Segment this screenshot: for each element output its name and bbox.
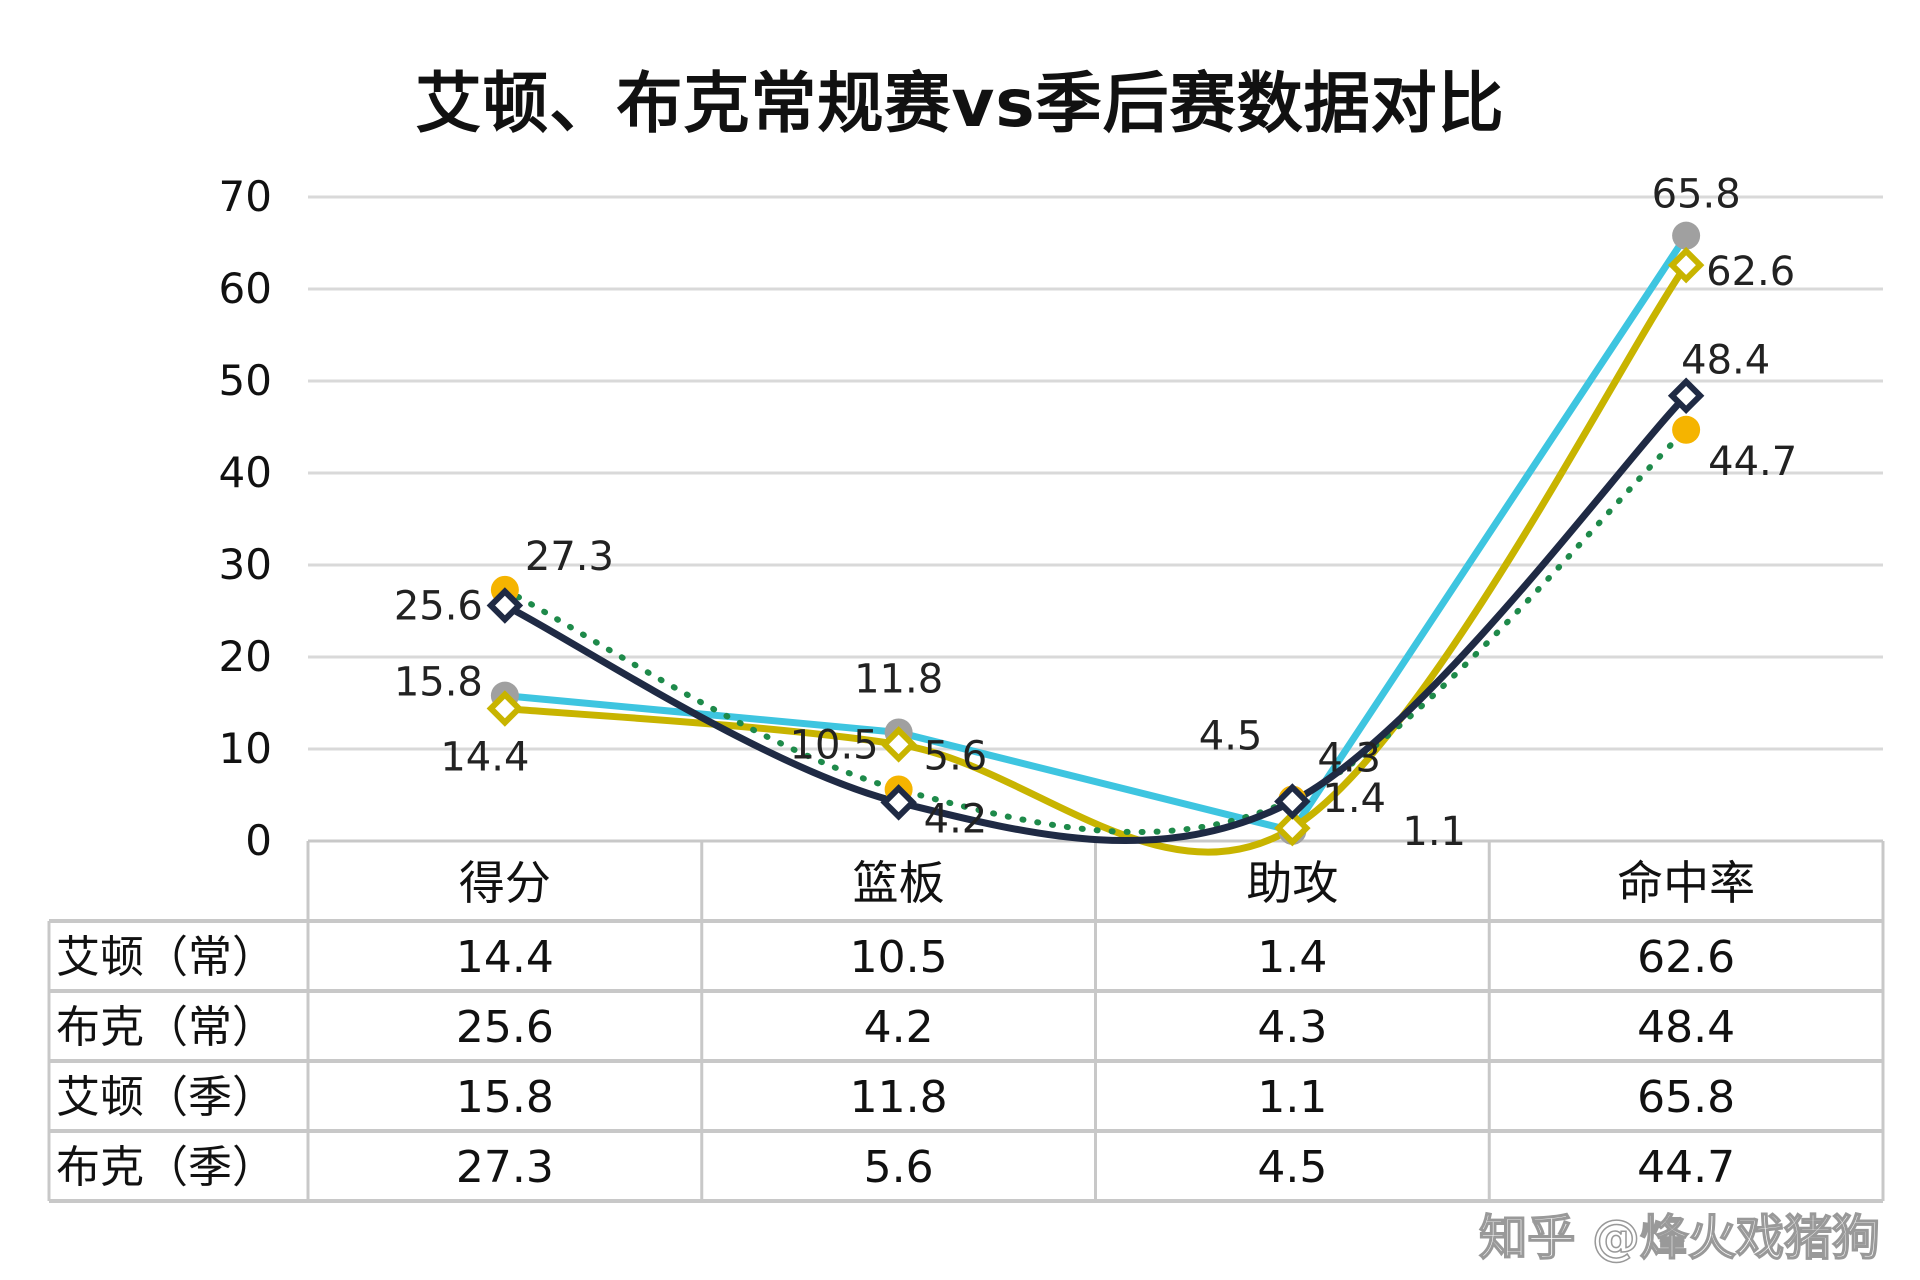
series-line — [501, 232, 1690, 835]
series-legend-label: 布克（季） — [56, 1142, 276, 1193]
data-label: 27.3 — [525, 534, 614, 580]
table-cell-value: 1.4 — [1257, 932, 1327, 983]
data-label: 48.4 — [1681, 338, 1770, 384]
table-cell-value: 44.7 — [1637, 1142, 1735, 1193]
data-label: 44.7 — [1708, 439, 1797, 485]
data-marker — [1274, 783, 1311, 820]
data-label: 1.1 — [1402, 809, 1466, 855]
data-marker — [1667, 246, 1705, 284]
series-legend-label: 艾顿（季） — [56, 1072, 276, 1123]
table-cell-value: 5.6 — [864, 1142, 934, 1193]
table-cell-value: 48.4 — [1637, 1002, 1735, 1053]
data-label: 4.3 — [1317, 735, 1381, 781]
data-marker — [486, 587, 524, 624]
table-cell-value: 4.5 — [1257, 1142, 1327, 1193]
series-line — [501, 392, 1690, 845]
category-label: 命中率 — [1617, 856, 1755, 910]
data-marker — [1672, 415, 1701, 444]
y-tick-label: 40 — [219, 448, 272, 497]
data-label: 14.4 — [440, 735, 529, 781]
data-marker — [880, 726, 917, 763]
y-tick-label: 70 — [219, 172, 272, 221]
table-cell-value: 4.2 — [864, 1002, 934, 1053]
y-tick-label: 50 — [219, 356, 272, 405]
data-label: 1.4 — [1322, 776, 1386, 822]
data-label: 62.6 — [1706, 249, 1795, 295]
data-marker — [1667, 377, 1705, 414]
data-label: 4.5 — [1199, 714, 1263, 760]
table-cell-value: 27.3 — [456, 1142, 554, 1193]
data-label: 5.6 — [924, 733, 988, 779]
table-cell-value: 65.8 — [1637, 1072, 1735, 1123]
watermark: 知乎 @烽火戏猪狗 — [1479, 1209, 1881, 1267]
series-legend-label: 布克（常） — [56, 1002, 276, 1053]
y-tick-label: 20 — [219, 632, 272, 681]
table-cell-value: 4.3 — [1257, 1002, 1327, 1053]
data-marker — [1274, 809, 1311, 847]
table-cell-value: 11.8 — [850, 1072, 948, 1123]
y-tick-label: 60 — [219, 264, 272, 313]
data-label: 10.5 — [790, 722, 879, 768]
data-label: 65.8 — [1652, 172, 1741, 218]
y-tick-label: 10 — [219, 724, 272, 773]
category-label: 篮板 — [853, 856, 945, 910]
category-label: 得分 — [459, 856, 551, 910]
table-cell-value: 25.6 — [456, 1002, 554, 1053]
category-label: 助攻 — [1246, 856, 1338, 910]
y-tick-label: 30 — [219, 540, 272, 589]
data-marker — [880, 784, 917, 821]
data-label: 4.2 — [924, 796, 988, 842]
table-cell-value: 62.6 — [1637, 932, 1735, 983]
data-marker — [1672, 221, 1701, 250]
series-line — [501, 426, 1690, 835]
chart-title: 艾顿、布克常规赛vs季后赛数据对比 — [415, 65, 1505, 142]
series-legend-label: 艾顿（常） — [56, 932, 276, 983]
series-line — [501, 261, 1690, 856]
table-cell-value: 14.4 — [456, 932, 554, 983]
table-cell-value: 10.5 — [850, 932, 948, 983]
y-tick-label: 0 — [245, 816, 272, 865]
data-marker — [486, 690, 524, 727]
data-label: 15.8 — [394, 660, 483, 706]
data-label: 11.8 — [854, 656, 943, 702]
table-cell-value: 1.1 — [1257, 1072, 1327, 1123]
data-label: 25.6 — [394, 583, 483, 629]
table-cell-value: 15.8 — [456, 1072, 554, 1123]
